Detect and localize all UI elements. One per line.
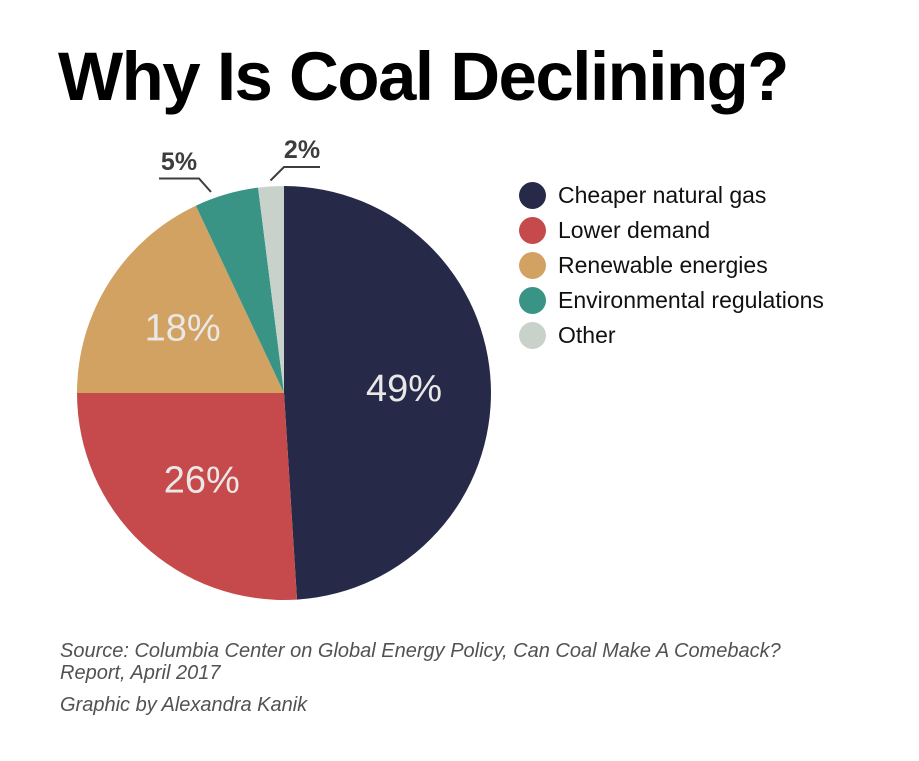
pie-slice-1 bbox=[77, 393, 297, 600]
source-line-2: Report, April 2017 bbox=[60, 662, 221, 684]
slice-value-label: 26% bbox=[164, 460, 240, 502]
legend-label: Cheaper natural gas bbox=[558, 182, 767, 208]
legend-item-renewable-energies: Renewable energies bbox=[519, 252, 824, 279]
slice-value-label: 49% bbox=[366, 368, 442, 410]
pie-slice-2 bbox=[77, 205, 284, 393]
legend-label: Renewable energies bbox=[558, 252, 768, 278]
chart-title: Why Is Coal Declining? bbox=[58, 38, 789, 115]
pie-slice-3 bbox=[195, 187, 284, 393]
pie-slice-4 bbox=[258, 186, 284, 393]
legend-swatch-icon bbox=[519, 287, 546, 314]
legend-swatch-icon bbox=[519, 217, 546, 244]
legend-item-lower-demand: Lower demand bbox=[519, 217, 824, 244]
legend-swatch-icon bbox=[519, 182, 546, 209]
callout-line bbox=[269, 166, 320, 182]
source-line-1: Source: Columbia Center on Global Energy… bbox=[60, 640, 781, 662]
source-text: Source: Columbia Center on Global Energy… bbox=[60, 640, 781, 684]
callout-label-other: 2% bbox=[283, 136, 321, 164]
legend-item-other: Other bbox=[519, 322, 824, 349]
legend: Cheaper natural gas Lower demand Renewab… bbox=[519, 182, 824, 349]
legend-item-cheaper-natural-gas: Cheaper natural gas bbox=[519, 182, 824, 209]
callout-line bbox=[159, 177, 212, 193]
legend-item-environmental-regulations: Environmental regulations bbox=[519, 287, 824, 314]
legend-swatch-icon bbox=[519, 322, 546, 349]
legend-swatch-icon bbox=[519, 252, 546, 279]
credit-text: Graphic by Alexandra Kanik bbox=[60, 694, 308, 716]
legend-label: Other bbox=[558, 322, 616, 348]
legend-label: Environmental regulations bbox=[558, 287, 824, 313]
pie-slice-0 bbox=[284, 186, 491, 600]
callout-label-environmental-regulations: 5% bbox=[160, 148, 198, 176]
legend-label: Lower demand bbox=[558, 217, 711, 243]
slice-value-label: 18% bbox=[145, 308, 221, 350]
